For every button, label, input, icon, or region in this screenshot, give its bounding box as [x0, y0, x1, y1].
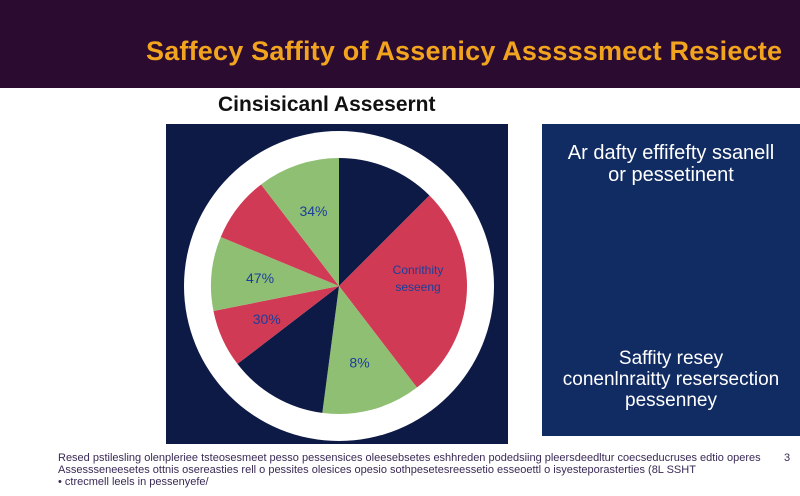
info-top-line-1: Ar dafty effifefty ssanell: [567, 142, 775, 164]
page-number: 3: [784, 452, 791, 464]
footer-line-2: Assessseneesetes ottnis osereasties rell…: [58, 464, 696, 476]
pie-labels: 8% 30% 47% 34%: [246, 203, 370, 371]
info-bottom-line-2: conenlnraitty resersection: [562, 369, 780, 390]
footer-notes: Resed pstilesling olenpleriee tsteosesme…: [58, 452, 800, 488]
info-bottom-text: Saffity resey conenlnraitty resersection…: [542, 348, 800, 411]
pie-slice-7: [220, 184, 339, 286]
pie-slice-8: [261, 158, 339, 286]
pie-slice-label-3: 8%: [349, 355, 369, 371]
info-top-line-2: or pessetinent: [608, 164, 734, 186]
chart-panel: 8% 30% 47% 34% Conrithity seseeng: [166, 124, 508, 444]
chart-title: Cinsisicanl Assesernt: [218, 93, 436, 116]
pie-slice-1: [339, 158, 430, 286]
footer-line-3: • ctrecmell leels in pessenyefe/: [58, 476, 209, 488]
header-bar: Saffecy Saffity of Assenicy Asssssmect R…: [0, 0, 800, 88]
pie-slice-label-8: 34%: [299, 203, 327, 219]
info-bottom-line-3: pessenney: [625, 390, 717, 411]
pie-slice-label-6: 47%: [246, 270, 274, 286]
pie-slice-label-5: 30%: [253, 311, 281, 327]
pie-chart: 8% 30% 47% 34% Conrithity seseeng: [184, 131, 494, 441]
info-panel: Ar dafty effifefty ssanell or pessetinen…: [542, 124, 800, 436]
pie-inner-label-2: seseeng: [395, 280, 440, 294]
pie-slice-4: [237, 286, 339, 413]
pie-slice-6: [211, 237, 339, 311]
pie-slice-2: [339, 195, 468, 388]
info-bottom-line-1: Saffity resey: [618, 348, 724, 369]
pie-slice-3: [322, 286, 417, 414]
footer-line-1: Resed pstilesling olenpleriee tsteosesme…: [58, 452, 761, 464]
pie-slice-5: [213, 286, 339, 364]
page-title: Saffecy Saffity of Assenicy Asssssmect R…: [146, 36, 783, 66]
pie-inner-label-1: Conrithity: [393, 263, 444, 277]
pie-slices: [211, 158, 468, 414]
info-top-text: Ar dafty effifefty ssanell or pessetinen…: [542, 142, 800, 186]
